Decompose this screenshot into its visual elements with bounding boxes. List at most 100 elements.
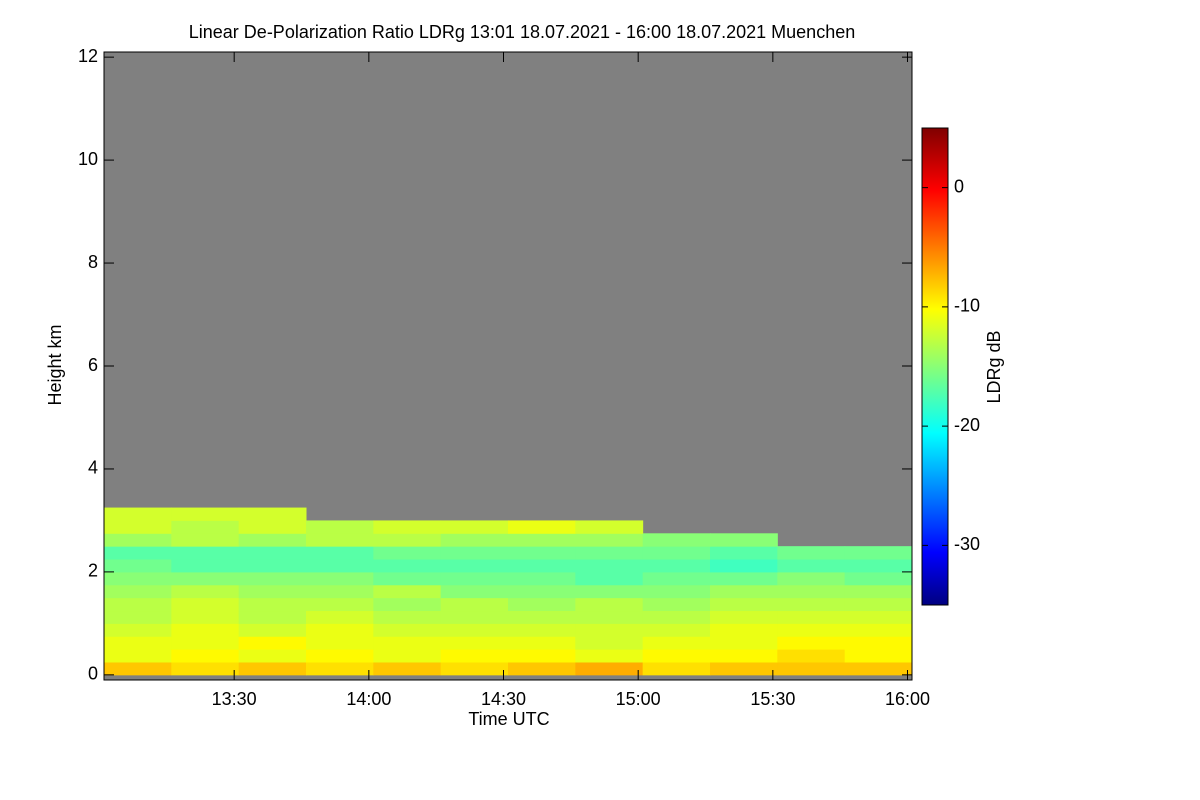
heatmap-cell xyxy=(777,610,846,624)
heatmap-cell xyxy=(238,571,307,586)
heatmap-cell xyxy=(373,661,442,676)
heatmap-cell xyxy=(710,661,778,676)
heatmap-cell xyxy=(440,649,509,663)
heatmap-cell xyxy=(171,636,240,650)
heatmap-cell xyxy=(844,559,913,573)
heatmap-cell xyxy=(440,636,509,650)
heatmap-cell xyxy=(508,559,576,573)
heatmap-cell xyxy=(710,597,778,612)
heatmap-cell xyxy=(306,610,374,624)
colorbar xyxy=(921,127,949,606)
heatmap-cell xyxy=(104,661,172,676)
heatmap-cell xyxy=(440,559,509,573)
heatmap-cell xyxy=(642,546,711,560)
heatmap-cell xyxy=(373,610,442,624)
heatmap-cell xyxy=(104,507,172,521)
heatmap-cell xyxy=(777,584,846,599)
heatmap-cell xyxy=(710,649,778,663)
heatmap-cell xyxy=(642,610,711,624)
heatmap-cell xyxy=(575,636,644,650)
heatmap-cell xyxy=(373,649,442,663)
heatmap-cell xyxy=(777,661,846,676)
heatmap-cell xyxy=(440,623,509,637)
heatmap-cell xyxy=(373,533,442,547)
heatmap-cell xyxy=(710,546,778,560)
heatmap-cell xyxy=(238,520,307,534)
x-tick-label: 14:30 xyxy=(481,689,526,709)
heatmap-cell xyxy=(508,520,576,534)
heatmap-cell xyxy=(373,584,442,599)
heatmap-cell xyxy=(440,610,509,624)
heatmap-cell xyxy=(642,661,711,676)
heatmap-cell xyxy=(306,661,374,676)
heatmap-cell xyxy=(238,636,307,650)
heatmap-cell xyxy=(508,623,576,637)
colorbar-tick-label: -30 xyxy=(954,534,980,554)
colorbar-tick-label: 0 xyxy=(954,176,964,196)
heatmap-cell xyxy=(238,597,307,612)
heatmap-cell xyxy=(844,610,913,624)
heatmap-cell xyxy=(238,623,307,637)
colorbar-tick-label: -20 xyxy=(954,415,980,435)
heatmap-cell xyxy=(171,559,240,573)
heatmap-cell xyxy=(238,546,307,560)
x-tick-label: 13:30 xyxy=(212,689,257,709)
heatmap-cell xyxy=(238,584,307,599)
y-tick-label: 12 xyxy=(78,46,98,66)
heatmap-cell xyxy=(844,571,913,586)
heatmap-cell xyxy=(508,661,576,676)
heatmap-cell xyxy=(508,649,576,663)
heatmap-cell xyxy=(440,571,509,586)
heatmap-cell xyxy=(306,649,374,663)
heatmap-cell xyxy=(777,623,846,637)
heatmap-cell xyxy=(171,584,240,599)
heatmap-cell xyxy=(575,546,644,560)
heatmap-cell xyxy=(642,571,711,586)
heatmap-cell xyxy=(710,533,778,547)
heatmap-cell xyxy=(642,623,711,637)
heatmap-cell xyxy=(238,507,307,521)
heatmap-cell xyxy=(171,649,240,663)
heatmap-cell xyxy=(777,649,846,663)
heatmap-cell xyxy=(710,584,778,599)
heatmap-cell xyxy=(575,533,644,547)
heatmap-cell xyxy=(642,597,711,612)
heatmap-cell xyxy=(710,610,778,624)
heatmap-cell xyxy=(710,623,778,637)
heatmap-cell xyxy=(306,597,374,612)
heatmap-cell xyxy=(575,571,644,586)
heatmap-cell xyxy=(104,533,172,547)
heatmap-cell xyxy=(642,636,711,650)
heatmap-cell xyxy=(575,597,644,612)
heatmap-cell xyxy=(306,584,374,599)
heatmap-cell xyxy=(508,597,576,612)
heatmap-cell xyxy=(575,623,644,637)
heatmap-cell xyxy=(171,571,240,586)
heatmap-cell xyxy=(777,597,846,612)
heatmap-cell xyxy=(306,623,374,637)
heatmap-cell xyxy=(171,623,240,637)
y-tick-label: 6 xyxy=(88,355,98,375)
heatmap-cell xyxy=(508,610,576,624)
heatmap-cell xyxy=(373,623,442,637)
heatmap-cell xyxy=(104,584,172,599)
heatmap-cell xyxy=(844,661,913,676)
heatmap-cell xyxy=(104,520,172,534)
heatmap-cell xyxy=(508,584,576,599)
heatmap-cell xyxy=(575,520,644,534)
heatmap-cell xyxy=(306,571,374,586)
heatmap-cell xyxy=(104,649,172,663)
heatmap-cell xyxy=(104,571,172,586)
heatmap-cell xyxy=(642,559,711,573)
x-axis-label: Time UTC xyxy=(468,709,549,729)
heatmap-cell xyxy=(642,533,711,547)
x-tick-label: 15:30 xyxy=(750,689,795,709)
heatmap-cell xyxy=(575,649,644,663)
heatmap-cell xyxy=(306,559,374,573)
heatmap-cell xyxy=(306,546,374,560)
heatmap-cell xyxy=(306,520,374,534)
heatmap-cell xyxy=(508,571,576,586)
x-tick-label: 14:00 xyxy=(346,689,391,709)
